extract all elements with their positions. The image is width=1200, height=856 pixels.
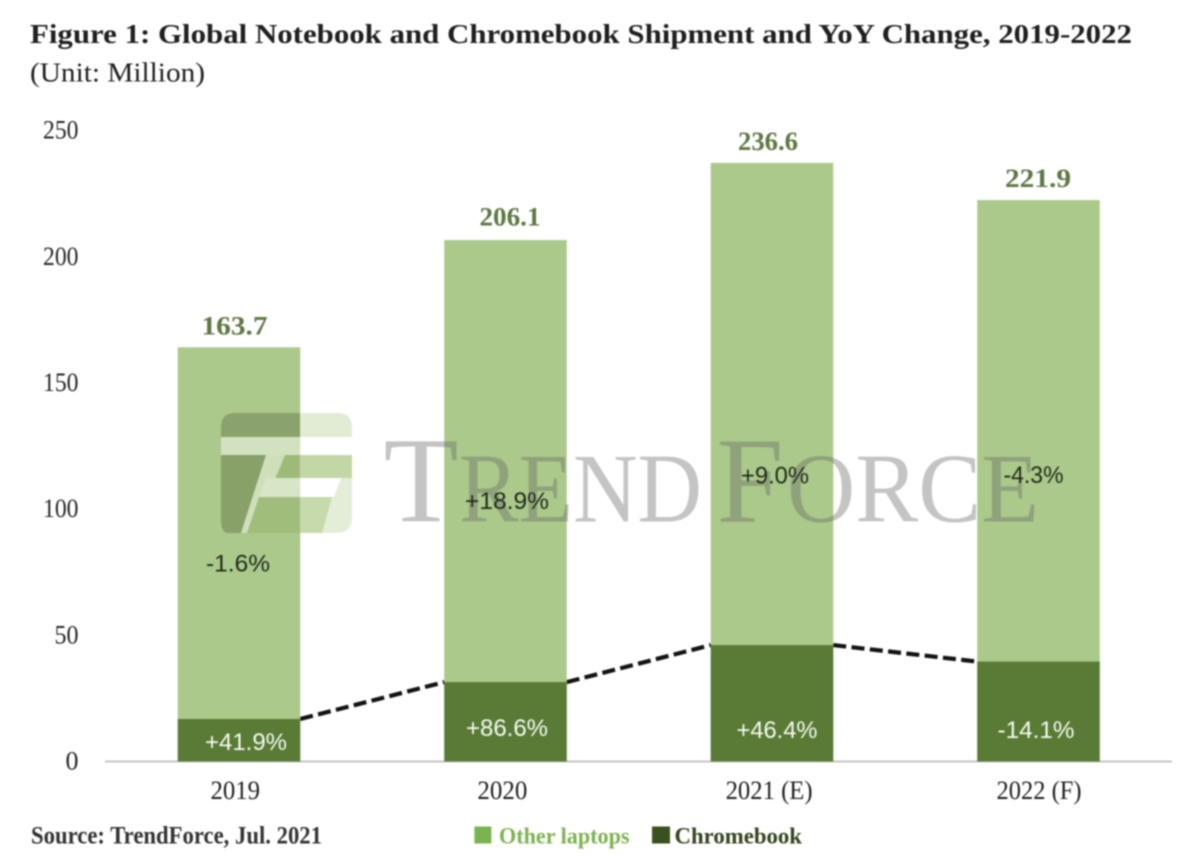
svg-text:200: 200 <box>43 242 79 271</box>
svg-text:+41.9%: +41.9% <box>205 729 287 756</box>
svg-text:-14.1%: -14.1% <box>998 717 1075 744</box>
svg-text:+18.9%: +18.9% <box>465 488 549 515</box>
svg-text:Other laptops: Other laptops <box>499 824 630 849</box>
svg-text:2019: 2019 <box>211 776 261 805</box>
svg-text:+46.4%: +46.4% <box>737 717 818 744</box>
svg-text:+9.0%: +9.0% <box>741 463 809 490</box>
svg-text:2022 (F): 2022 (F) <box>997 776 1082 805</box>
svg-text:221.9: 221.9 <box>1005 164 1071 193</box>
svg-text:F: F <box>717 414 784 549</box>
svg-text:2020: 2020 <box>477 776 527 805</box>
svg-text:-1.6%: -1.6% <box>206 551 270 578</box>
svg-text:150: 150 <box>43 368 79 397</box>
svg-text:2021 (E): 2021 (E) <box>726 776 813 805</box>
svg-text:(Unit: Million): (Unit: Million) <box>30 58 205 88</box>
svg-text:Source: TrendForce, Jul. 2021: Source: TrendForce, Jul. 2021 <box>31 823 322 850</box>
svg-text:100: 100 <box>43 494 79 523</box>
svg-text:250: 250 <box>43 116 79 145</box>
svg-text:206.1: 206.1 <box>480 202 541 231</box>
svg-text:REND: REND <box>459 435 702 544</box>
svg-text:50: 50 <box>55 620 79 649</box>
svg-text:-4.3%: -4.3% <box>1004 462 1064 489</box>
svg-text:0: 0 <box>66 747 79 776</box>
svg-text:+86.6%: +86.6% <box>466 715 548 742</box>
svg-text:T: T <box>384 414 459 549</box>
svg-text:163.7: 163.7 <box>202 311 268 340</box>
svg-text:236.6: 236.6 <box>738 127 798 156</box>
svg-text:Figure 1: Global Notebook and: Figure 1: Global Notebook and Chromebook… <box>30 19 1132 49</box>
svg-text:Chromebook: Chromebook <box>675 824 803 849</box>
svg-text:ORCE: ORCE <box>787 435 1039 544</box>
